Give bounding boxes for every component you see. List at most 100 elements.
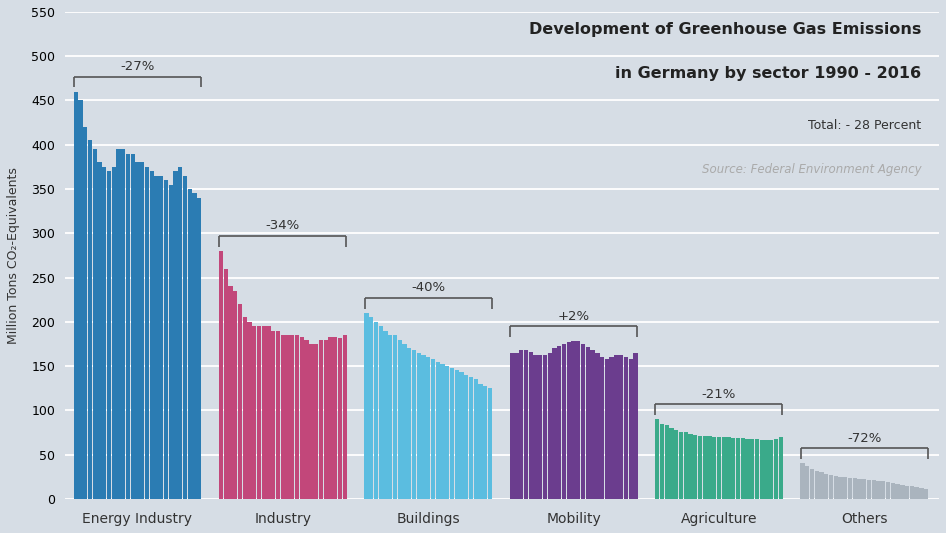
Bar <box>708 436 711 499</box>
Text: -21%: -21% <box>702 387 736 401</box>
Bar <box>619 354 623 499</box>
Bar <box>779 437 783 499</box>
Bar <box>324 340 327 499</box>
Bar <box>286 335 289 499</box>
Bar <box>483 385 487 499</box>
Bar <box>693 435 697 499</box>
Bar <box>805 466 810 499</box>
Bar <box>915 487 919 499</box>
Bar <box>562 344 567 499</box>
Bar <box>924 489 928 499</box>
Bar <box>290 335 294 499</box>
Bar <box>102 167 106 499</box>
Bar <box>750 439 754 499</box>
Bar <box>731 438 735 499</box>
Bar <box>435 361 440 499</box>
Bar <box>659 424 664 499</box>
Bar <box>412 350 416 499</box>
Bar <box>328 337 333 499</box>
Bar <box>243 317 247 499</box>
Bar <box>159 176 164 499</box>
Bar <box>684 432 688 499</box>
Bar <box>460 372 464 499</box>
Bar <box>93 149 96 499</box>
Bar <box>829 475 833 499</box>
Bar <box>309 344 313 499</box>
Bar <box>524 350 528 499</box>
Bar <box>548 353 552 499</box>
Bar <box>154 176 159 499</box>
Bar <box>510 353 514 499</box>
Bar <box>901 484 904 499</box>
Bar <box>388 335 393 499</box>
Bar <box>717 437 721 499</box>
Bar <box>369 317 374 499</box>
Bar <box>267 326 271 499</box>
Bar <box>116 149 120 499</box>
Bar <box>571 341 576 499</box>
Bar <box>669 428 674 499</box>
Bar <box>595 353 600 499</box>
Bar <box>529 352 533 499</box>
Text: +2%: +2% <box>557 310 589 322</box>
Y-axis label: Million Tons CO₂-Equivalents: Million Tons CO₂-Equivalents <box>7 167 20 344</box>
Bar <box>276 330 280 499</box>
Bar <box>440 364 445 499</box>
Bar <box>402 344 407 499</box>
Text: -40%: -40% <box>412 281 446 294</box>
Bar <box>871 480 876 499</box>
Bar <box>192 193 197 499</box>
Bar <box>882 481 885 499</box>
Bar <box>450 368 454 499</box>
Bar <box>886 482 890 499</box>
Bar <box>920 488 923 499</box>
Text: -34%: -34% <box>266 220 300 232</box>
Bar <box>140 163 145 499</box>
Bar <box>604 359 609 499</box>
Bar <box>333 337 338 499</box>
Bar <box>364 313 369 499</box>
Bar <box>112 167 115 499</box>
Bar <box>764 440 769 499</box>
Bar <box>576 341 581 499</box>
Bar <box>83 127 87 499</box>
Bar <box>168 184 173 499</box>
Bar <box>197 198 201 499</box>
Bar <box>833 476 838 499</box>
Text: Development of Greenhouse Gas Emissions: Development of Greenhouse Gas Emissions <box>529 22 921 37</box>
Bar <box>314 344 318 499</box>
Bar <box>257 326 261 499</box>
Bar <box>755 439 759 499</box>
Bar <box>609 357 614 499</box>
Bar <box>393 335 397 499</box>
Bar <box>515 353 518 499</box>
Bar <box>416 353 421 499</box>
Bar <box>281 335 285 499</box>
Bar <box>857 479 862 499</box>
Bar <box>581 344 586 499</box>
Bar <box>905 486 909 499</box>
Bar <box>722 437 726 499</box>
Bar <box>819 472 824 499</box>
Bar <box>674 430 678 499</box>
Bar <box>479 384 482 499</box>
Bar <box>623 357 628 499</box>
Bar <box>876 481 881 499</box>
Text: Source: Federal Environment Agency: Source: Federal Environment Agency <box>702 163 921 176</box>
Bar <box>586 346 590 499</box>
Bar <box>430 359 435 499</box>
Bar <box>305 340 308 499</box>
Bar <box>862 479 867 499</box>
Bar <box>300 337 304 499</box>
Bar <box>800 464 805 499</box>
Bar <box>552 349 556 499</box>
Bar <box>219 251 223 499</box>
Bar <box>852 479 857 499</box>
Bar <box>557 346 562 499</box>
Bar <box>815 471 819 499</box>
Bar <box>397 340 402 499</box>
Bar <box>896 484 900 499</box>
Bar <box>342 335 347 499</box>
Bar <box>319 340 323 499</box>
Bar <box>145 167 149 499</box>
